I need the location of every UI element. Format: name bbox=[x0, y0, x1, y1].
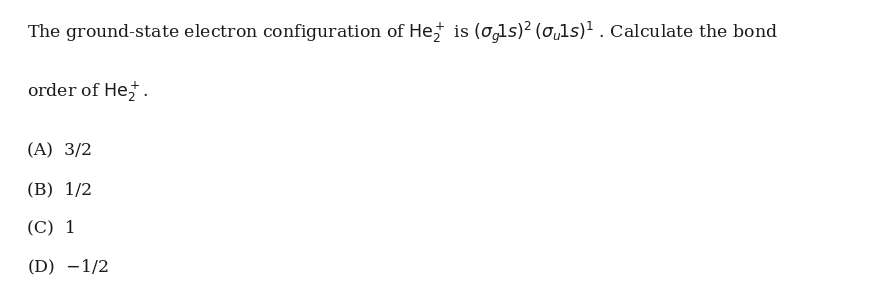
Text: (B)  1/2: (B) 1/2 bbox=[27, 181, 92, 198]
Text: (D)  $-$1/2: (D) $-$1/2 bbox=[27, 258, 108, 277]
Text: The ground-state electron configuration of $\mathrm{He}_2^+$ is $(\sigma_g\!1s)^: The ground-state electron configuration … bbox=[27, 20, 778, 46]
Text: (A)  3/2: (A) 3/2 bbox=[27, 142, 92, 160]
Text: order of $\mathrm{He}_2^+$.: order of $\mathrm{He}_2^+$. bbox=[27, 80, 149, 104]
Text: (C)  1: (C) 1 bbox=[27, 219, 76, 237]
